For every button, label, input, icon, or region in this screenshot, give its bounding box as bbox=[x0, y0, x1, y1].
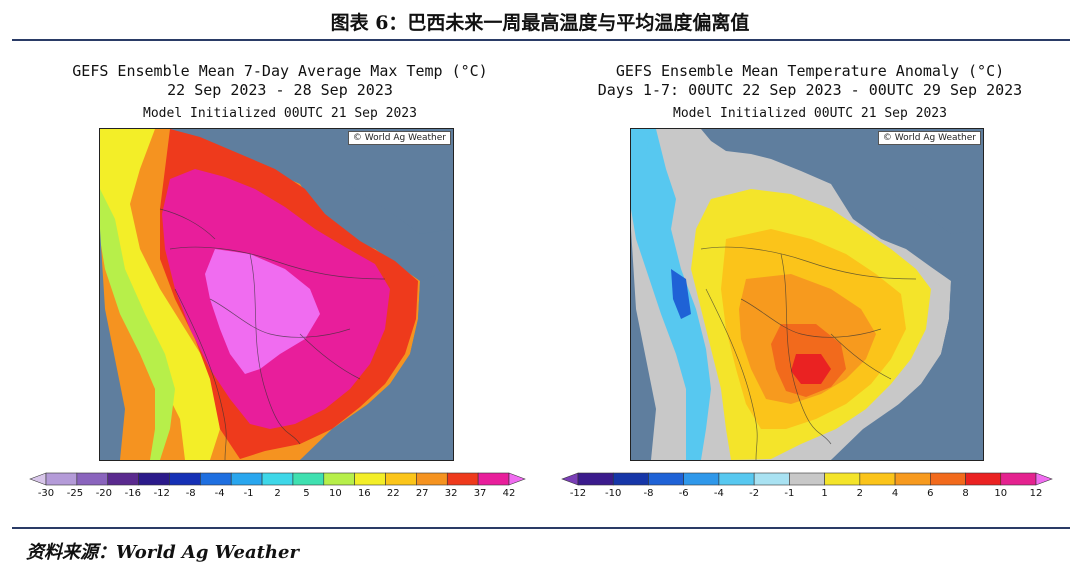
colorbar-tick-label: -12 bbox=[153, 488, 170, 499]
colorbar-cell bbox=[45, 472, 78, 486]
source-note: 资料来源：World Ag Weather bbox=[26, 542, 299, 563]
colorbar-tick-label: -1 bbox=[784, 488, 795, 499]
colorbar-cell bbox=[292, 472, 325, 486]
colorbar-tick-label: 4 bbox=[891, 488, 899, 499]
colorbar-cell bbox=[446, 472, 479, 486]
left-credit: © World Ag Weather bbox=[347, 131, 451, 145]
colorbar-tick-label: -20 bbox=[95, 488, 113, 499]
right-title-line1: GEFS Ensemble Mean Temperature Anomaly (… bbox=[615, 62, 1005, 80]
colorbar-tick-label: 2 bbox=[274, 488, 281, 499]
colorbar-tick-label: -6 bbox=[678, 488, 689, 499]
colorbar-cell bbox=[385, 472, 417, 486]
colorbar-cell bbox=[965, 472, 1002, 486]
colorbar-end-right bbox=[1035, 472, 1053, 486]
colorbar-tick-label: 5 bbox=[303, 488, 310, 499]
colorbar-tick-label: 8 bbox=[962, 488, 969, 499]
colorbar-cell bbox=[612, 472, 649, 486]
colorbar-cell bbox=[354, 472, 386, 486]
colorbar-tick-label: -4 bbox=[214, 488, 225, 499]
colorbar-cell bbox=[859, 472, 896, 486]
colorbar-tick-label: -10 bbox=[605, 488, 622, 499]
colorbar-tick-label: 10 bbox=[329, 488, 342, 499]
colorbar-cell bbox=[824, 472, 861, 486]
left-title-line2: 22 Sep 2023 - 28 Sep 2023 bbox=[167, 81, 393, 99]
colorbar-tick-label: -4 bbox=[713, 488, 724, 499]
left-map-graphic bbox=[100, 129, 453, 460]
colorbar-cell bbox=[261, 472, 294, 486]
colorbar-cell bbox=[648, 472, 684, 486]
colorbar-cell bbox=[577, 472, 614, 486]
colorbar-tick-label: 22 bbox=[386, 488, 400, 499]
right-map-graphic bbox=[631, 129, 983, 460]
left-colorbar bbox=[29, 472, 526, 486]
colorbar-tick-label: 16 bbox=[357, 488, 371, 499]
colorbar-tick-label: 12 bbox=[1029, 488, 1043, 499]
colorbar-tick-label: -1 bbox=[243, 488, 254, 499]
colorbar-cell bbox=[323, 472, 355, 486]
colorbar-cell bbox=[718, 472, 755, 486]
right-credit: © World Ag Weather bbox=[877, 131, 981, 145]
colorbar-end-right bbox=[508, 472, 526, 486]
colorbar-tick-label: 6 bbox=[927, 488, 934, 499]
colorbar-cell bbox=[200, 472, 232, 486]
colorbar-tick-label: -12 bbox=[569, 488, 587, 499]
colorbar-cell bbox=[169, 472, 201, 486]
colorbar-tick-label: 27 bbox=[415, 488, 429, 499]
bottom-divider bbox=[12, 527, 1070, 529]
colorbar-end-left bbox=[561, 472, 579, 486]
colorbar-cell bbox=[76, 472, 109, 486]
figure-title: 图表 6：巴西未来一周最高温度与平均温度偏离值 bbox=[330, 12, 750, 34]
colorbar-tick-label: 10 bbox=[994, 488, 1008, 499]
colorbar-tick-label: -8 bbox=[643, 488, 654, 499]
colorbar-tick-label: 42 bbox=[502, 488, 516, 499]
left-title-line3: Model Initialized 00UTC 21 Sep 2023 bbox=[143, 106, 417, 121]
colorbar-cell bbox=[683, 472, 720, 486]
colorbar-tick-label: -30 bbox=[37, 488, 55, 499]
colorbar-tick-label: 37 bbox=[473, 488, 487, 499]
colorbar-tick-label: -25 bbox=[66, 488, 84, 499]
left-title-line1: GEFS Ensemble Mean 7-Day Average Max Tem… bbox=[72, 62, 488, 80]
colorbar-tick-label: -16 bbox=[124, 488, 141, 499]
right-title-line3: Model Initialized 00UTC 21 Sep 2023 bbox=[673, 106, 947, 121]
right-map: © World Ag Weather bbox=[630, 128, 984, 461]
colorbar-cell bbox=[138, 472, 170, 486]
colorbar-cell bbox=[1000, 472, 1037, 486]
colorbar-tick-label: -8 bbox=[185, 488, 196, 499]
top-divider bbox=[12, 39, 1070, 41]
colorbar-tick-label: -2 bbox=[749, 488, 760, 499]
right-title-line2: Days 1-7: 00UTC 22 Sep 2023 - 00UTC 29 S… bbox=[597, 81, 1023, 99]
right-colorbar bbox=[561, 472, 1053, 486]
colorbar-cell bbox=[894, 472, 931, 486]
colorbar-cell bbox=[477, 472, 510, 486]
left-map: © World Ag Weather bbox=[99, 128, 454, 461]
colorbar-end-left bbox=[29, 472, 47, 486]
colorbar-cell bbox=[416, 472, 448, 486]
colorbar-cell bbox=[753, 472, 790, 486]
colorbar-tick-label: 1 bbox=[821, 488, 828, 499]
colorbar-tick-label: 2 bbox=[856, 488, 864, 499]
colorbar-cell bbox=[230, 472, 263, 486]
colorbar-cell bbox=[107, 472, 139, 486]
colorbar-tick-label: 32 bbox=[444, 488, 458, 499]
colorbar-cell bbox=[789, 472, 825, 486]
colorbar-cell bbox=[930, 472, 966, 486]
